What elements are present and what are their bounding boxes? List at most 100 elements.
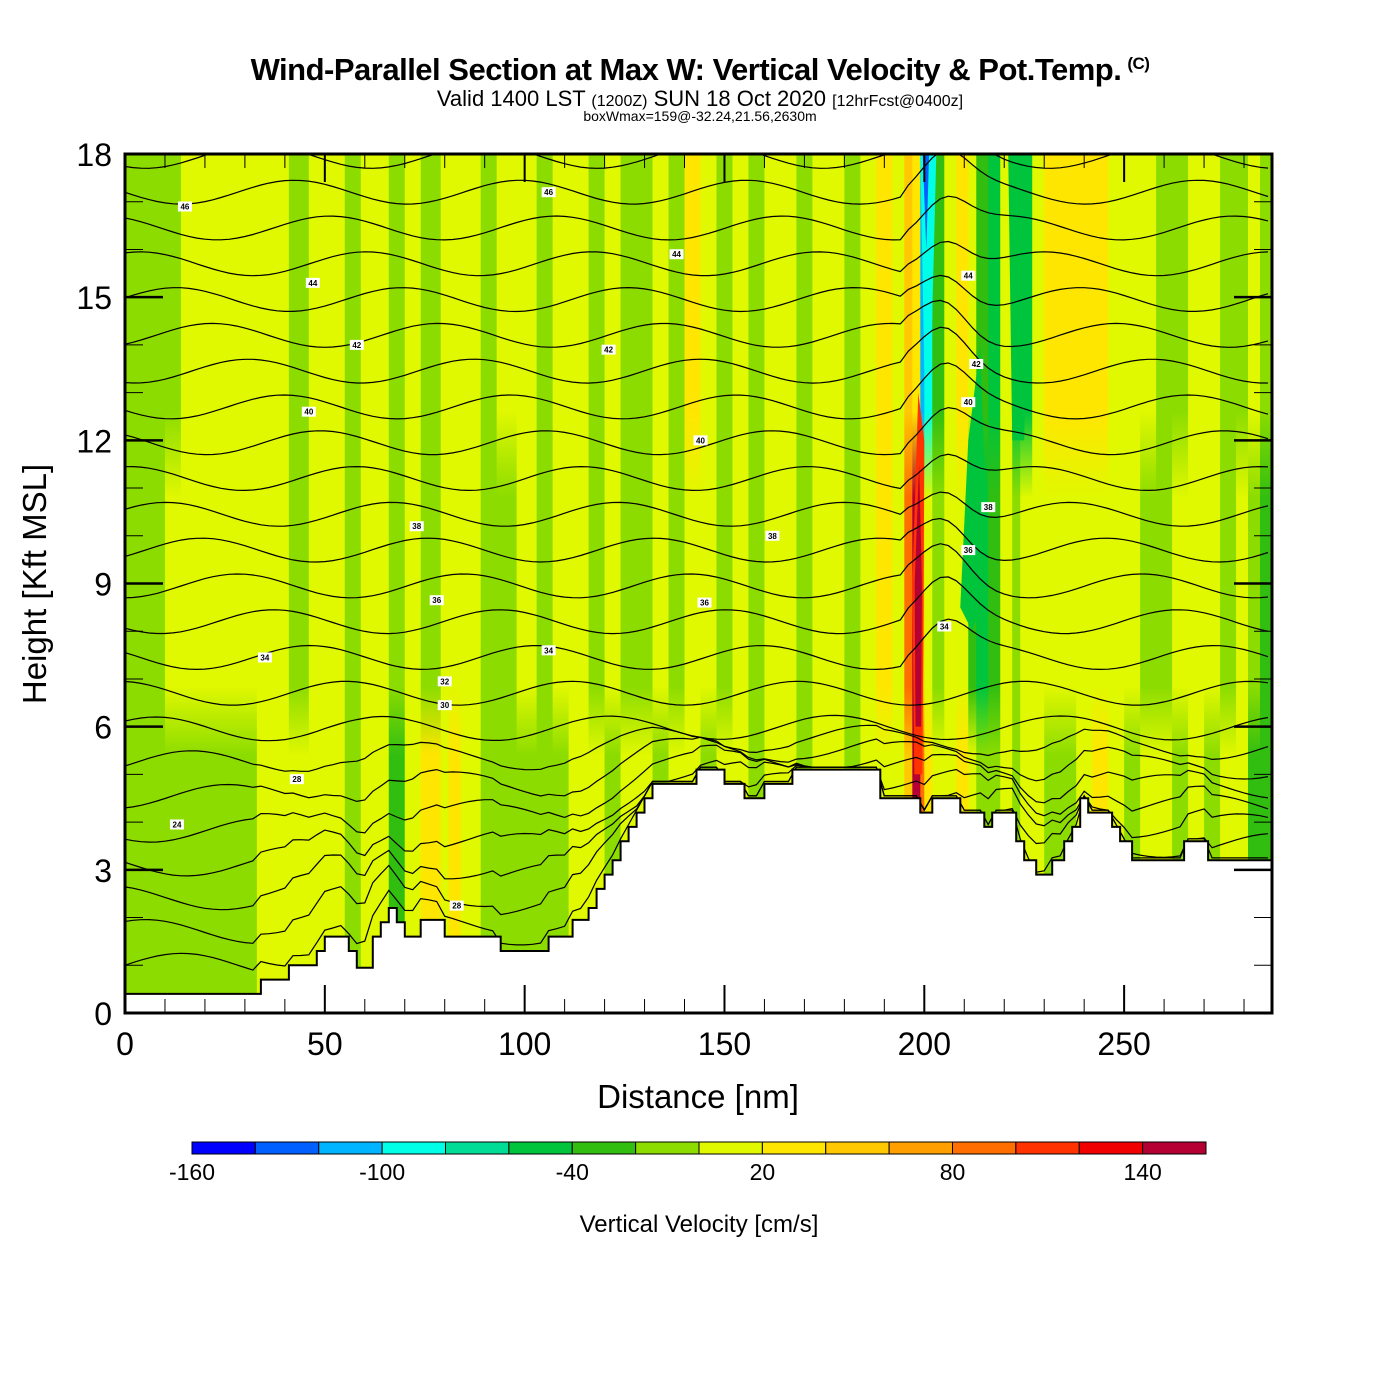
colorbar-bin (191, 1141, 256, 1155)
contour-label: 28 (292, 775, 301, 784)
y-tick-label: 0 (94, 996, 112, 1032)
contour-label-box (257, 652, 272, 663)
w-column (620, 154, 638, 1013)
contour-label-box (765, 530, 780, 541)
colorbar-tick-label: -160 (169, 1159, 215, 1185)
contour-label: 44 (672, 250, 681, 259)
w-column (1060, 154, 1077, 1013)
w-column (204, 154, 222, 1013)
w-column (568, 154, 590, 1013)
contour-label: 40 (696, 436, 705, 445)
colorbar-bin (698, 1141, 763, 1155)
colorbar-bin (318, 1141, 383, 1155)
w-column (1204, 154, 1221, 1013)
contour-label-box (541, 645, 556, 656)
w-column (164, 154, 182, 1013)
contour-label-box (541, 187, 556, 198)
contour-label: 42 (972, 360, 981, 369)
w-column (516, 154, 538, 1013)
contour-label: 46 (544, 188, 553, 197)
valid-date: SUN 18 Oct 2020 (653, 86, 827, 111)
y-tick-label: 15 (76, 280, 112, 316)
chart-title-text: Wind-Parallel Section at Max W: Vertical… (250, 52, 1122, 87)
y-tick-label: 9 (94, 567, 112, 603)
colorbar-tick-label: -40 (556, 1159, 589, 1185)
contour-label-box (969, 358, 984, 369)
colorbar-bin (635, 1141, 700, 1155)
y-tick-label: 6 (94, 710, 112, 746)
w-column (288, 154, 310, 1013)
contour-label: 46 (180, 202, 189, 211)
w-column (1124, 154, 1141, 1013)
contour-label-box (349, 339, 364, 350)
contour-label-box (961, 545, 976, 556)
x-tick-label: 100 (498, 1026, 551, 1062)
x-tick-label: 200 (898, 1026, 951, 1062)
theta-contour-line (125, 491, 1269, 527)
theta-contour-line (125, 406, 1269, 456)
w-column (1032, 154, 1045, 1013)
contour-label-box (697, 597, 712, 608)
colorbar-bin (508, 1141, 573, 1155)
updraft-max (914, 464, 922, 727)
contour-label-box (449, 900, 464, 911)
w-column (308, 154, 326, 1013)
contour-label: 34 (940, 622, 949, 631)
colorbar-bin (952, 1141, 1017, 1155)
w-column (388, 154, 406, 1013)
contour-label: 38 (412, 522, 421, 531)
contour-label: 36 (964, 546, 973, 555)
theta-contour-line (125, 195, 1269, 241)
colorbar-bin (888, 1141, 953, 1155)
theta-contour-line (125, 543, 1269, 599)
w-column (236, 154, 258, 1013)
contour-label-box (437, 700, 452, 711)
x-tick-label: 250 (1097, 1026, 1150, 1062)
w-column (1000, 154, 1013, 1013)
y-tick-label: 3 (94, 853, 112, 889)
theta-contour-line (125, 744, 1269, 843)
contour-label-box (409, 521, 424, 532)
contour-label: 42 (352, 341, 361, 350)
contour-label-box (961, 397, 976, 408)
colorbar-bin (254, 1141, 320, 1155)
theta-contour-line (125, 576, 1269, 635)
w-column (588, 154, 606, 1013)
contour-label-box (981, 502, 996, 513)
colorbar-tick-label: 140 (1123, 1159, 1161, 1185)
colorbar-tick-label: 80 (940, 1159, 966, 1185)
contour-label: 36 (700, 599, 709, 608)
contour-label-box (301, 406, 316, 417)
colorbar-bin (571, 1141, 637, 1155)
x-tick-label: 50 (307, 1026, 343, 1062)
contour-label-box (937, 621, 952, 632)
theta-contour-line (125, 362, 1269, 420)
colorbar-tick-label: -100 (359, 1159, 405, 1185)
contour-label: 40 (304, 408, 313, 417)
contour-label-box (177, 201, 192, 212)
contour-label: 24 (173, 820, 182, 829)
colorbar-title: Vertical Velocity [cm/s] (580, 1211, 819, 1238)
contour-label: 42 (604, 346, 613, 355)
terrain-outline (125, 768, 1272, 995)
colorbar-bin (1015, 1141, 1080, 1155)
theta-contour-line (125, 714, 1269, 742)
contour-label: 44 (308, 279, 317, 288)
w-column (180, 154, 206, 1013)
theta-contour-line (125, 680, 1269, 706)
contour-label-box (305, 277, 320, 288)
boxwmax-info: boxWmax=159@-32.24,21.56,2630m (583, 108, 817, 124)
contour-label-box (289, 774, 304, 785)
contour-label-box (693, 435, 708, 446)
w-column (988, 154, 1001, 1013)
w-column (220, 154, 238, 1013)
copyright-mark: (C) (1127, 53, 1150, 73)
chart-subtitle: Valid 1400 LST (1200Z) SUN 18 Oct 2020 [… (0, 86, 1400, 112)
w-column (272, 154, 290, 1013)
contour-label: 38 (768, 532, 777, 541)
y-tick-label: 18 (76, 137, 112, 173)
chart-title: Wind-Parallel Section at Max W: Vertical… (0, 52, 1400, 88)
colorbar-bin (1078, 1141, 1144, 1155)
